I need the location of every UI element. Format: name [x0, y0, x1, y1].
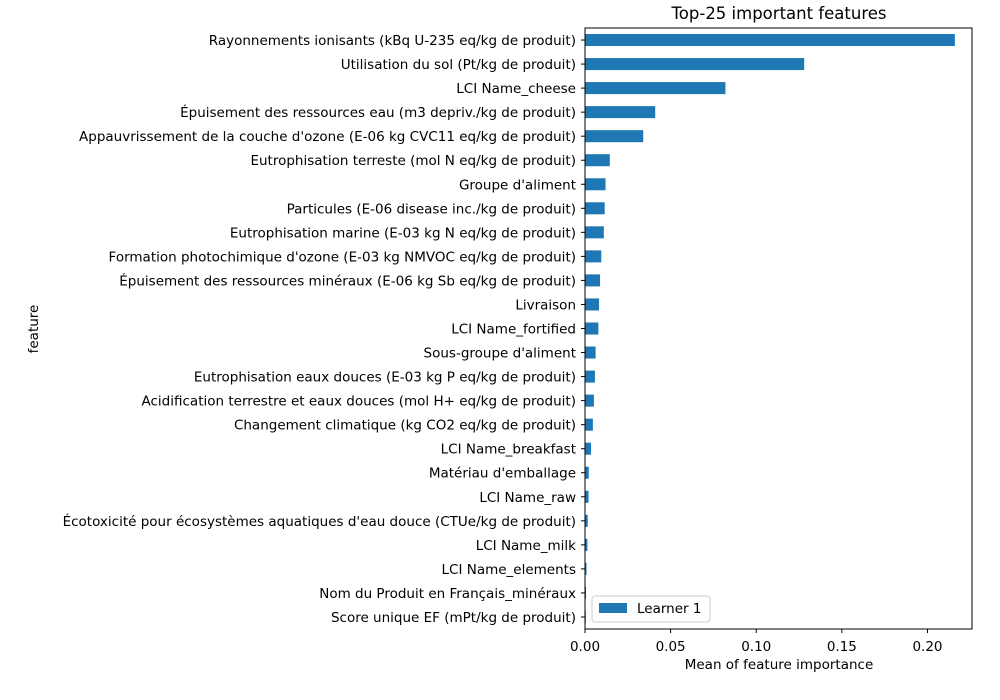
- y-tick-label: Score unique EF (mPt/kg de produit): [331, 610, 576, 626]
- bar: [585, 82, 726, 95]
- bar: [585, 442, 591, 455]
- legend-swatch: [599, 603, 627, 613]
- y-tick-label: Particules (E-06 disease inc./kg de prod…: [287, 201, 576, 217]
- bar: [585, 130, 644, 143]
- x-tick-label: 0.10: [741, 639, 771, 655]
- y-tick-label: Écotoxicité pour écosystèmes aquatiques …: [63, 513, 576, 530]
- bar: [585, 586, 587, 599]
- bar: [585, 490, 589, 503]
- bars-group: [585, 34, 955, 623]
- bar: [585, 226, 604, 239]
- chart-title: Top-25 important features: [671, 4, 887, 23]
- bar: [585, 370, 595, 383]
- bar: [585, 106, 656, 119]
- y-tick-label: LCI Name_fortified: [451, 322, 576, 338]
- y-tick-label: Épuisement des ressources minéraux (E-06…: [119, 272, 576, 289]
- bar: [585, 274, 601, 287]
- y-tick-label: Formation photochimique d'ozone (E-03 kg…: [109, 249, 576, 265]
- x-tick-label: 0.05: [656, 639, 686, 655]
- y-tick-label: Livraison: [515, 297, 576, 313]
- bar: [585, 34, 955, 47]
- y-tick-label: Sous-groupe d'aliment: [424, 346, 576, 362]
- x-axis-label: Mean of feature importance: [685, 657, 874, 673]
- y-tick-label: Acidification terrestre et eaux douces (…: [142, 394, 577, 410]
- y-tick-label: Épuisement des ressources eau (m3 depriv…: [180, 104, 576, 121]
- x-tick-label: 0.15: [827, 639, 857, 655]
- y-tick-label: Eutrophisation marine (E-03 kg N eq/kg d…: [230, 225, 576, 241]
- legend: Learner 1: [591, 595, 711, 623]
- y-tick-label: Eutrophisation terreste (mol N eq/kg de …: [250, 153, 576, 169]
- bar: [585, 58, 805, 71]
- y-tick-label: LCI Name_raw: [479, 490, 576, 506]
- legend-label: Learner 1: [637, 601, 701, 617]
- bar: [585, 322, 599, 335]
- bar: [585, 418, 593, 431]
- bar: [585, 250, 602, 263]
- bar: [585, 154, 610, 167]
- plot-frame: [584, 27, 973, 630]
- bar: [585, 562, 587, 575]
- bar: [585, 466, 589, 479]
- y-tick-label: Groupe d'aliment: [459, 177, 576, 193]
- y-tick-label: Changement climatique (kg CO2 eq/kg de p…: [234, 418, 576, 434]
- y-tick-label: Appauvrissement de la couche d'ozone (E-…: [79, 129, 576, 145]
- y-tick-label: Eutrophisation eaux douces (E-03 kg P eq…: [194, 370, 576, 386]
- y-tick-label: Rayonnements ionisants (kBq U-235 eq/kg …: [209, 33, 576, 49]
- x-tick-label: 0.20: [912, 639, 942, 655]
- bar: [585, 178, 606, 191]
- bar: [585, 346, 596, 359]
- legend-box: [591, 595, 711, 623]
- y-tick-label: LCI Name_breakfast: [441, 442, 576, 458]
- bar: [585, 538, 588, 551]
- y-tick-label: LCI Name_cheese: [456, 81, 576, 97]
- y-tick-label: LCI Name_elements: [442, 562, 577, 578]
- x-tick-label: 0.00: [570, 639, 600, 655]
- bar: [585, 298, 600, 311]
- x-ticks: 0.00 0.05 0.10 0.15 0.20: [570, 629, 943, 655]
- bar: [585, 514, 588, 527]
- y-tick-label: LCI Name_milk: [476, 538, 576, 554]
- bar: [585, 394, 594, 407]
- bar: [585, 202, 605, 215]
- y-tick-label: Utilisation du sol (Pt/kg de produit): [341, 57, 576, 73]
- y-axis-label: feature: [26, 305, 42, 354]
- y-tick-label: Nom du Produit en Français_minéraux: [319, 586, 576, 602]
- y-tick-label: Matériau d'emballage: [429, 466, 576, 482]
- y-tick-labels: Rayonnements ionisants (kBq U-235 eq/kg …: [63, 33, 585, 626]
